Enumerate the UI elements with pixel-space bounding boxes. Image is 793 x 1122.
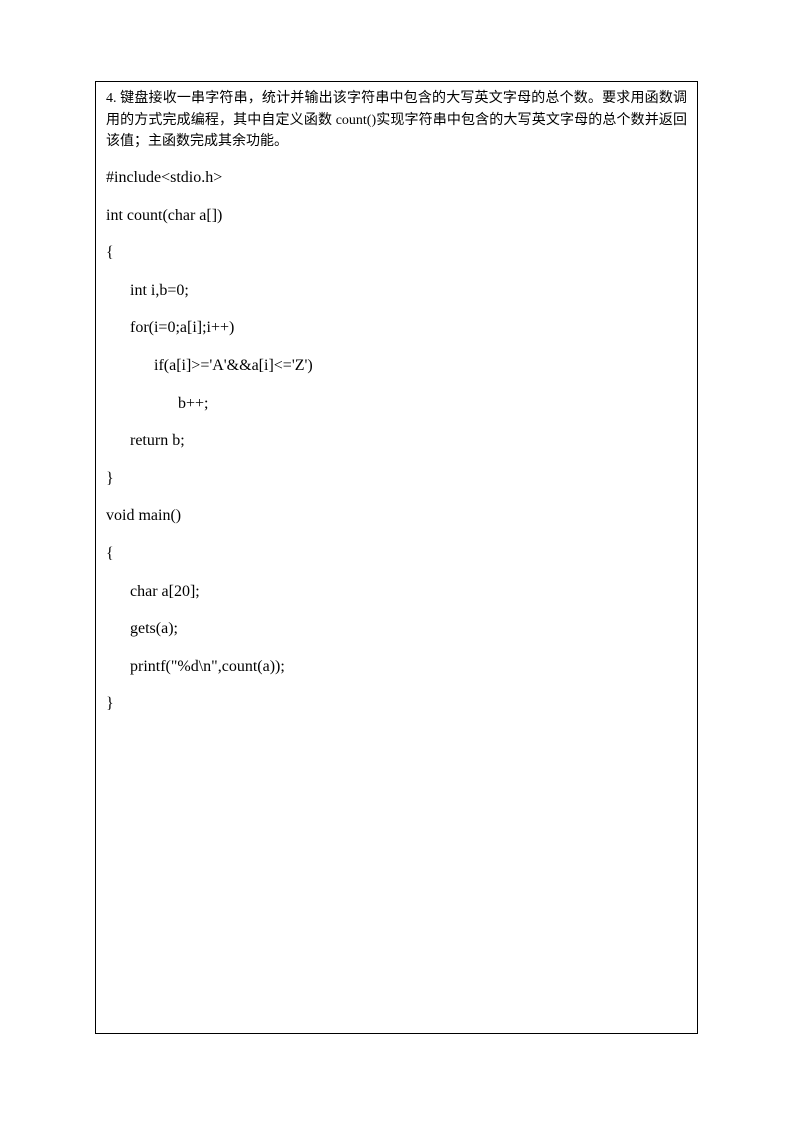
problem-statement: 4. 键盘接收一串字符串，统计并输出该字符串中包含的大写英文字母的总个数。要求用… — [106, 88, 687, 153]
code-line: { — [106, 535, 687, 573]
code-line: void main() — [106, 497, 687, 535]
code-line: int count(char a[]) — [106, 197, 687, 235]
code-line: } — [106, 460, 687, 498]
code-line: if(a[i]>='A'&&a[i]<='Z') — [106, 347, 687, 385]
code-line: return b; — [106, 422, 687, 460]
code-line: b++; — [106, 385, 687, 423]
code-line: #include<stdio.h> — [106, 159, 687, 197]
code-line: } — [106, 685, 687, 723]
code-line: { — [106, 234, 687, 272]
code-line: for(i=0;a[i];i++) — [106, 309, 687, 347]
code-line: gets(a); — [106, 610, 687, 648]
code-line: int i,b=0; — [106, 272, 687, 310]
code-line: char a[20]; — [106, 573, 687, 611]
code-line: printf("%d\n",count(a)); — [106, 648, 687, 686]
page: 4. 键盘接收一串字符串，统计并输出该字符串中包含的大写英文字母的总个数。要求用… — [0, 0, 793, 1122]
code-box: 4. 键盘接收一串字符串，统计并输出该字符串中包含的大写英文字母的总个数。要求用… — [95, 81, 698, 1034]
